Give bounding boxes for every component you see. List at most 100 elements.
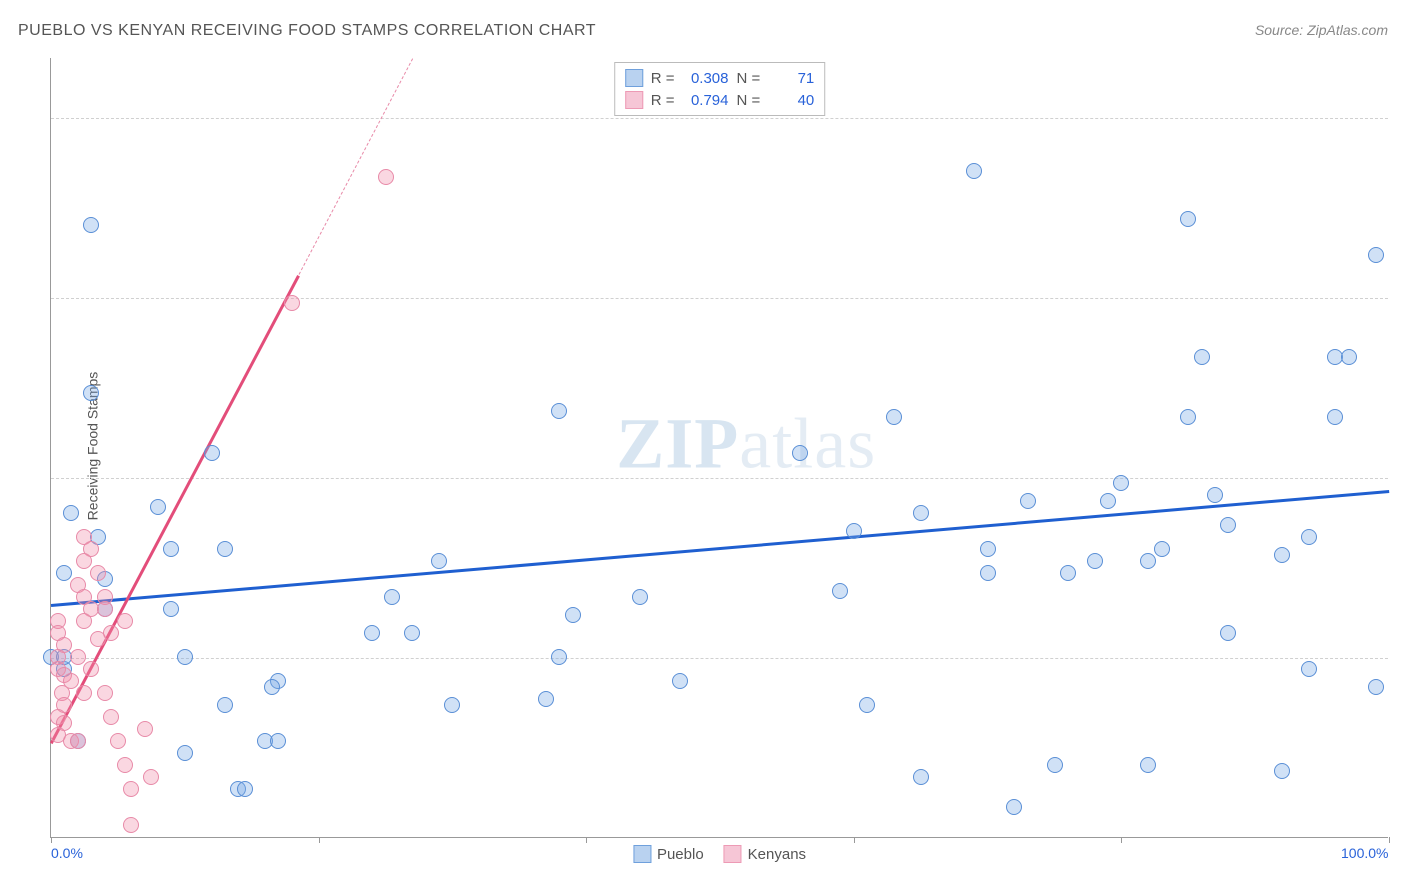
point-pueblo (364, 625, 380, 641)
point-pueblo (83, 385, 99, 401)
point-pueblo (56, 565, 72, 581)
stats-legend-box: R = 0.308 N = 71 R = 0.794 N = 40 (614, 62, 826, 116)
point-pueblo (204, 445, 220, 461)
x-tick (1121, 837, 1122, 843)
point-kenyans (117, 757, 133, 773)
gridline (51, 298, 1388, 299)
point-pueblo (913, 769, 929, 785)
point-pueblo (63, 505, 79, 521)
gridline (51, 118, 1388, 119)
point-pueblo (1020, 493, 1036, 509)
point-kenyans (103, 709, 119, 725)
legend-label-kenyans: Kenyans (748, 846, 806, 863)
source-label: Source: ZipAtlas.com (1255, 22, 1388, 38)
point-pueblo (1327, 409, 1343, 425)
n-label: N = (737, 92, 761, 109)
gridline (51, 658, 1388, 659)
point-pueblo (1341, 349, 1357, 365)
point-pueblo (1194, 349, 1210, 365)
point-pueblo (538, 691, 554, 707)
point-pueblo (1368, 679, 1384, 695)
n-label: N = (737, 70, 761, 87)
point-pueblo (1087, 553, 1103, 569)
x-tick (1389, 837, 1390, 843)
point-kenyans (103, 625, 119, 641)
point-pueblo (1006, 799, 1022, 815)
point-kenyans (70, 733, 86, 749)
point-pueblo (237, 781, 253, 797)
x-tick (319, 837, 320, 843)
r-value-kenyans: 0.794 (683, 92, 729, 109)
point-pueblo (83, 217, 99, 233)
swatch-kenyans (724, 845, 742, 863)
point-pueblo (980, 565, 996, 581)
stats-row-kenyans: R = 0.794 N = 40 (615, 89, 825, 111)
gridline (51, 478, 1388, 479)
point-pueblo (177, 649, 193, 665)
point-pueblo (966, 163, 982, 179)
swatch-kenyans (625, 91, 643, 109)
point-pueblo (217, 541, 233, 557)
bottom-legend: Pueblo Kenyans (633, 845, 806, 863)
source-prefix: Source: (1255, 22, 1307, 38)
point-kenyans (97, 601, 113, 617)
point-pueblo (150, 499, 166, 515)
point-kenyans (110, 733, 126, 749)
y-tick-label: 45.0% (1394, 290, 1406, 306)
point-pueblo (404, 625, 420, 641)
point-pueblo (886, 409, 902, 425)
point-pueblo (1180, 409, 1196, 425)
legend-item-pueblo: Pueblo (633, 845, 704, 863)
point-pueblo (913, 505, 929, 521)
point-pueblo (163, 601, 179, 617)
point-pueblo (1220, 625, 1236, 641)
point-kenyans (76, 685, 92, 701)
point-pueblo (163, 541, 179, 557)
point-kenyans (137, 721, 153, 737)
point-pueblo (1140, 757, 1156, 773)
regression-line (51, 490, 1389, 606)
point-pueblo (565, 607, 581, 623)
point-kenyans (76, 553, 92, 569)
point-pueblo (1274, 763, 1290, 779)
x-tick-label: 100.0% (1341, 845, 1388, 861)
n-value-pueblo: 71 (768, 70, 814, 87)
x-tick (854, 837, 855, 843)
point-pueblo (1301, 661, 1317, 677)
y-tick-label: 30.0% (1394, 470, 1406, 486)
point-pueblo (217, 697, 233, 713)
source-name: ZipAtlas.com (1307, 22, 1388, 38)
point-pueblo (792, 445, 808, 461)
point-pueblo (859, 697, 875, 713)
chart-title: PUEBLO VS KENYAN RECEIVING FOOD STAMPS C… (18, 22, 596, 40)
regression-line (298, 58, 413, 274)
point-pueblo (1180, 211, 1196, 227)
r-value-pueblo: 0.308 (683, 70, 729, 87)
point-pueblo (632, 589, 648, 605)
point-kenyans (378, 169, 394, 185)
point-pueblo (177, 745, 193, 761)
point-pueblo (980, 541, 996, 557)
point-pueblo (444, 697, 460, 713)
r-label: R = (651, 70, 675, 87)
point-pueblo (1301, 529, 1317, 545)
watermark: ZIPatlas (616, 402, 876, 485)
legend-label-pueblo: Pueblo (657, 846, 704, 863)
point-pueblo (1207, 487, 1223, 503)
point-kenyans (90, 565, 106, 581)
point-pueblo (431, 553, 447, 569)
swatch-pueblo (625, 69, 643, 87)
point-kenyans (70, 649, 86, 665)
point-pueblo (1368, 247, 1384, 263)
point-pueblo (1113, 475, 1129, 491)
point-pueblo (264, 679, 280, 695)
point-pueblo (1154, 541, 1170, 557)
point-kenyans (117, 613, 133, 629)
point-pueblo (384, 589, 400, 605)
y-tick-label: 15.0% (1394, 650, 1406, 666)
point-kenyans (123, 781, 139, 797)
point-pueblo (1220, 517, 1236, 533)
point-pueblo (846, 523, 862, 539)
scatter-plot-area: ZIPatlas R = 0.308 N = 71 R = 0.794 N = … (50, 58, 1388, 838)
point-pueblo (551, 649, 567, 665)
